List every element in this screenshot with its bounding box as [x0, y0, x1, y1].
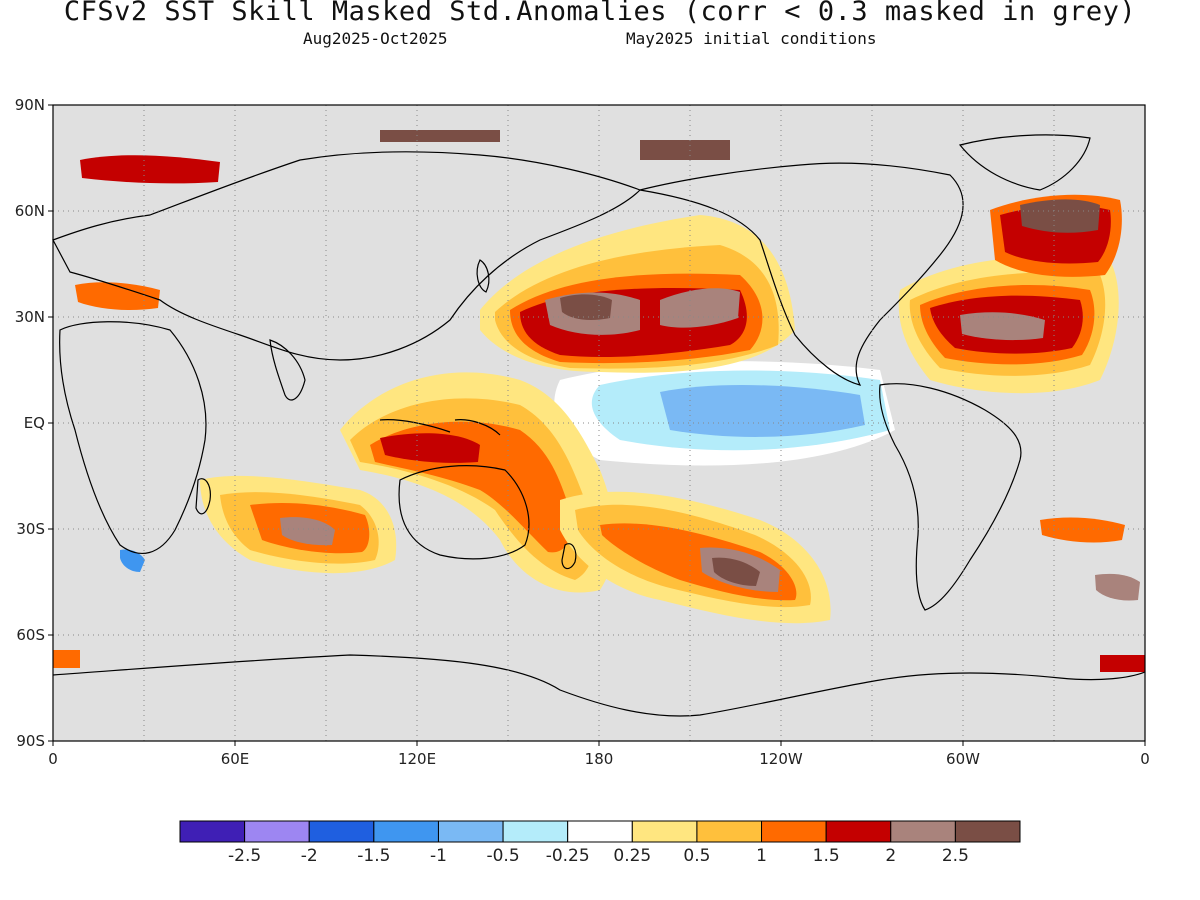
- mediterranean-warm: [75, 282, 160, 310]
- colorbar-label: 2: [885, 846, 896, 866]
- map-title: CFSv2 SST Skill Masked Std.Anomalies (co…: [63, 0, 1137, 27]
- colorbar-label: -2: [301, 846, 318, 866]
- coast-africa: [59, 321, 207, 554]
- coast-north-america: [639, 162, 964, 386]
- colorbar-label: -2.5: [228, 846, 261, 866]
- north-pacific-warm-core2: [660, 288, 740, 328]
- coast-madagascar: [195, 478, 211, 515]
- colorbar-swatch: [761, 820, 827, 843]
- colorbar-swatch: [631, 820, 698, 843]
- coast-india: [269, 339, 306, 401]
- colorbar-swatch: [696, 820, 763, 843]
- colorbar-label: 2.5: [942, 846, 969, 866]
- lon-tick-label: 120E: [398, 750, 436, 768]
- europe-north-warm: [80, 155, 220, 184]
- colorbar-swatch: [179, 820, 246, 843]
- colorbar-label: 0.25: [613, 846, 651, 866]
- lat-tick-label: 90S: [16, 732, 45, 750]
- forecast-period: Aug2025-Oct2025: [303, 29, 448, 48]
- south-indian-blue: [120, 549, 145, 572]
- colorbar-label: 0.5: [683, 846, 710, 866]
- lon-tick-label: 180: [585, 750, 614, 768]
- south-atlantic-warm: [1040, 517, 1125, 543]
- initial-conditions: May2025 initial conditions: [626, 29, 877, 48]
- coast-south-america: [879, 383, 1022, 611]
- lon-tick-label: 0: [48, 750, 58, 768]
- colorbar-swatch: [437, 820, 504, 843]
- colorbar-swatch: [890, 820, 956, 843]
- colorbar-swatch: [373, 820, 439, 843]
- colorbar: -2.5 -2 -1.5 -1 -0.5 -0.25 0.25 0.5 1 1.5 2 2.5: [179, 820, 1021, 866]
- colorbar-swatch: [308, 820, 375, 843]
- lat-tick-label: 30S: [16, 520, 45, 538]
- south-pacific-extreme: [712, 557, 760, 586]
- colorbar-label: -0.25: [546, 846, 590, 866]
- pacific-cold-tongue: [660, 384, 865, 437]
- colorbar-swatch: [825, 820, 892, 843]
- colorbar-swatch: [502, 820, 569, 843]
- indian-warm-core: [280, 517, 335, 546]
- latitude-axis: 90N 60N 30N EQ 30S 60S 90S: [15, 96, 53, 750]
- gridlines: [53, 105, 1145, 741]
- map-plot-area: [52, 104, 1146, 742]
- lon-tick-label: 60W: [946, 750, 980, 768]
- colorbar-swatch: [567, 820, 633, 843]
- lon-tick-label: 120W: [759, 750, 803, 768]
- colorbar-label: -1: [430, 846, 447, 866]
- coast-japan: [476, 259, 490, 293]
- colorbar-swatch: [244, 820, 310, 843]
- south-atlantic-patch: [1095, 573, 1140, 601]
- colorbar-label: 1: [756, 846, 767, 866]
- lon-tick-label: 0: [1140, 750, 1150, 768]
- coast-antarctica: [52, 654, 1146, 717]
- coast-greenland: [958, 134, 1091, 191]
- lat-tick-label: EQ: [24, 414, 45, 432]
- atlantic-warm-core: [960, 312, 1045, 341]
- arctic-patch-1: [380, 130, 500, 142]
- north-atlantic-subpolar-core: [1020, 199, 1100, 233]
- lat-tick-label: 90N: [15, 96, 45, 114]
- longitude-axis: 0 60E 120E 180 120W 60W 0: [48, 741, 1150, 768]
- lon-tick-label: 60E: [221, 750, 250, 768]
- colorbar-label: -0.5: [486, 846, 519, 866]
- lat-tick-label: 30N: [15, 308, 45, 326]
- lat-tick-label: 60S: [16, 626, 45, 644]
- antarctic-patch-east: [1100, 655, 1145, 672]
- antarctic-patch-west: [53, 650, 80, 668]
- coast-new-zealand: [561, 543, 577, 570]
- coast-eurasia: [52, 151, 642, 361]
- colorbar-label: 1.5: [813, 846, 840, 866]
- warm-pool-red: [380, 433, 480, 463]
- coast-australia: [398, 465, 530, 560]
- coastlines: [52, 134, 1146, 717]
- lat-tick-label: 60N: [15, 202, 45, 220]
- arctic-patch-2: [640, 140, 730, 160]
- colorbar-label: -1.5: [357, 846, 390, 866]
- sst-anomaly-patches: [53, 130, 1145, 672]
- colorbar-swatch: [954, 820, 1021, 843]
- coast-indonesia: [379, 419, 501, 436]
